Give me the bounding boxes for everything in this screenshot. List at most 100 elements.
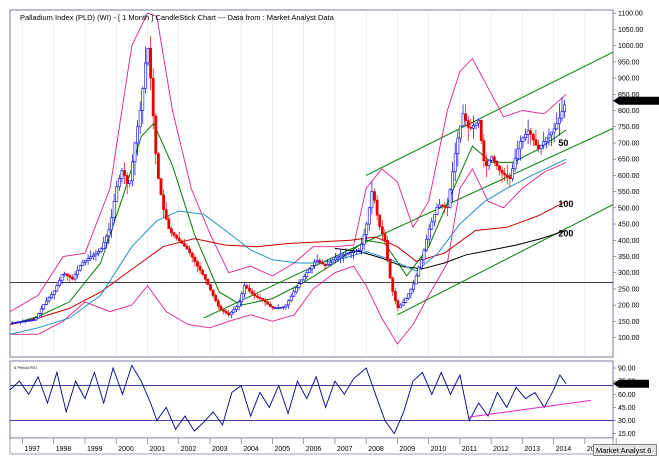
- candle: [97, 248, 100, 257]
- candle-body: [253, 293, 257, 297]
- candle: [146, 47, 150, 66]
- x-tick-label: 2011: [462, 446, 477, 453]
- candle-body: [248, 288, 251, 292]
- candle: [284, 304, 288, 310]
- candle: [323, 263, 327, 271]
- x-tick-label: 1999: [87, 446, 103, 453]
- candle-body: [469, 126, 473, 129]
- candle: [344, 248, 348, 258]
- candle: [440, 204, 444, 210]
- candle-body: [279, 306, 283, 309]
- candle-body: [13, 321, 17, 324]
- price-tick-label: 1100.00: [618, 11, 643, 18]
- candle: [446, 197, 449, 217]
- candle-body: [544, 137, 548, 142]
- candle: [495, 159, 499, 170]
- candle-body: [235, 306, 238, 310]
- candle: [529, 127, 533, 145]
- candle-body: [91, 254, 95, 258]
- candle-body: [102, 242, 106, 250]
- candle-body: [365, 223, 369, 236]
- candle-body: [261, 298, 264, 301]
- price-tick-label: 750.00: [618, 124, 640, 131]
- candle-body: [196, 261, 199, 267]
- x-tick-label: 2002: [181, 446, 197, 453]
- candle-body: [302, 275, 306, 281]
- candle-body: [216, 300, 220, 307]
- candle: [378, 214, 382, 231]
- candle: [29, 318, 33, 322]
- candle-body: [271, 306, 275, 309]
- candle-body: [305, 272, 309, 277]
- candle: [271, 305, 275, 311]
- candle: [297, 278, 301, 291]
- candle-body: [42, 304, 46, 310]
- candle: [115, 180, 119, 202]
- candle: [227, 310, 231, 318]
- price-tick-label: 100.00: [618, 335, 640, 342]
- candle-body: [315, 260, 319, 263]
- candle: [505, 164, 509, 185]
- candle: [539, 144, 543, 155]
- candle: [65, 273, 69, 281]
- candle-body: [321, 261, 324, 265]
- candle: [557, 103, 561, 136]
- candle: [352, 247, 356, 260]
- candle-body: [159, 178, 163, 196]
- candle: [425, 234, 428, 252]
- price-tick-label: 450.00: [618, 222, 640, 229]
- candle: [305, 270, 309, 280]
- candle-body: [440, 204, 444, 207]
- candle-body: [123, 170, 126, 176]
- candle-body: [175, 235, 179, 239]
- candle-body: [388, 258, 392, 279]
- candle: [222, 309, 225, 315]
- price-tick-label: 200.00: [618, 303, 640, 310]
- candle: [373, 188, 376, 204]
- candle: [365, 221, 369, 240]
- candle-body: [130, 161, 134, 182]
- candle-body: [482, 140, 486, 162]
- candle-body: [459, 125, 462, 139]
- candle: [78, 264, 82, 272]
- candle: [172, 232, 176, 239]
- price-tick-label: 900.00: [618, 76, 640, 83]
- price-panel: [9, 9, 614, 358]
- candle-body: [136, 126, 139, 144]
- candle-body: [537, 144, 540, 150]
- candle-body: [232, 309, 236, 313]
- candle: [232, 306, 236, 314]
- price-tick-label: 400.00: [618, 238, 640, 245]
- candle: [383, 229, 387, 245]
- candle: [268, 301, 272, 308]
- candle-body: [362, 234, 366, 245]
- candle: [516, 140, 520, 165]
- candle-body: [336, 256, 340, 259]
- candle-body: [276, 307, 280, 309]
- candle: [255, 293, 259, 300]
- moving-average-mid: [10, 158, 567, 335]
- x-tick-label: 2003: [212, 446, 228, 453]
- candle-body: [268, 304, 272, 307]
- candle: [235, 304, 238, 313]
- candle: [464, 104, 468, 127]
- candle-body: [412, 283, 415, 290]
- candle: [39, 305, 43, 317]
- candle: [47, 296, 51, 304]
- candle: [531, 132, 535, 146]
- candle-body: [534, 139, 538, 146]
- candle: [125, 172, 129, 195]
- candle: [201, 268, 205, 277]
- price-tick-label: 1050.00: [618, 27, 643, 34]
- candle-body: [52, 290, 56, 295]
- candle-body: [406, 293, 410, 299]
- candle: [321, 259, 324, 265]
- candle: [503, 167, 507, 182]
- candle: [104, 233, 108, 249]
- candle-body: [237, 301, 241, 308]
- candle-body: [354, 250, 358, 253]
- candle: [167, 214, 171, 230]
- candle: [177, 231, 181, 242]
- candle: [404, 297, 408, 304]
- candle: [180, 239, 184, 244]
